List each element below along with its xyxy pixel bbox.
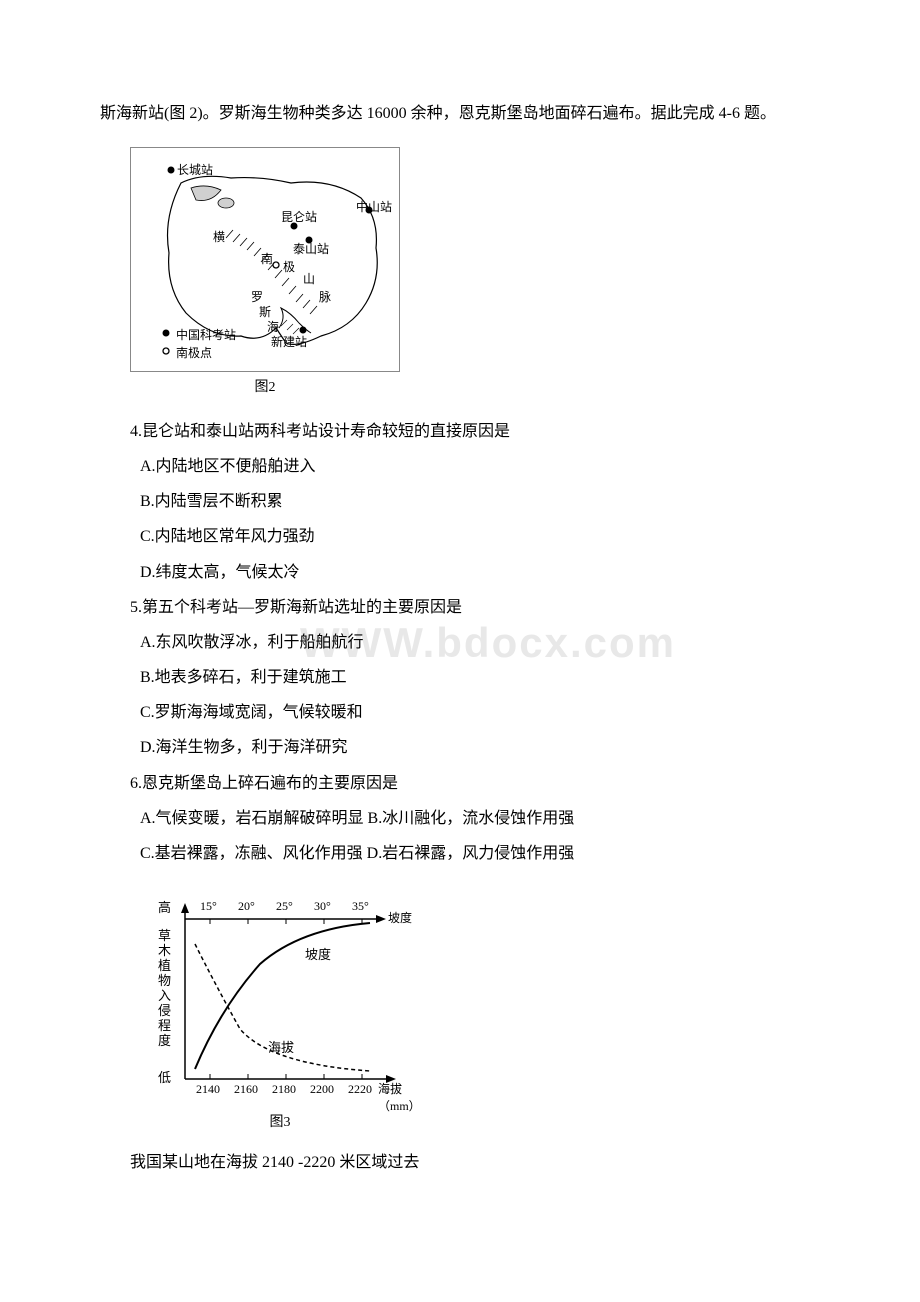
q6-option-ab: A.气候变暖，岩石崩解破碎明显 B.冰川融化，流水侵蚀作用强 bbox=[140, 801, 820, 836]
q5-stem: 5.第五个科考站—罗斯海新站选址的主要原因是 bbox=[130, 590, 820, 625]
y-axis-label-vertical: 草 木 植 物 入 侵 程 度 bbox=[158, 929, 171, 1049]
label-heng: 横 bbox=[213, 228, 225, 245]
label-taishan: 泰山站 bbox=[293, 240, 329, 257]
yl-6: 程 bbox=[158, 1019, 171, 1034]
yl-5: 侵 bbox=[158, 1004, 171, 1019]
top-axis-label: 坡度 bbox=[388, 909, 412, 926]
label-changcheng: 长城站 bbox=[177, 161, 213, 178]
outro-paragraph: 我国某山地在海拔 2140 -2220 米区域过去 bbox=[130, 1149, 820, 1178]
figure-3-caption: 图3 bbox=[130, 1111, 430, 1131]
x-axis-label: 海拔（mm） bbox=[378, 1080, 430, 1114]
bottom-tick-4: 2220 bbox=[348, 1082, 372, 1097]
yl-2: 植 bbox=[158, 959, 171, 974]
series-slope-label: 坡度 bbox=[305, 944, 331, 963]
q4-option-a: A.内陆地区不便船舶进入 bbox=[140, 449, 820, 484]
series-altitude-label: 海拔 bbox=[268, 1037, 294, 1056]
legend-station: 中国科考站 bbox=[176, 326, 236, 343]
q4-option-c: C.内陆地区常年风力强劲 bbox=[140, 519, 820, 554]
q5-option-d: D.海洋生物多，利于海洋研究 bbox=[140, 730, 820, 765]
figure-2-container: 长城站 中山站 昆仑站 泰山站 横 南 极 山 脉 罗 斯 海 新建站 中国科考… bbox=[130, 147, 820, 396]
top-tick-4: 35° bbox=[352, 899, 369, 914]
figure-2-caption: 图2 bbox=[130, 376, 400, 396]
q4-option-b: B.内陆雪层不断积累 bbox=[140, 484, 820, 519]
label-zhongshan: 中山站 bbox=[356, 198, 392, 215]
top-tick-1: 20° bbox=[238, 899, 255, 914]
top-tick-3: 30° bbox=[314, 899, 331, 914]
top-tick-0: 15° bbox=[200, 899, 217, 914]
figure-3-container: 高 草 木 植 物 入 侵 程 度 低 15° 20° 25° 30° 35° bbox=[130, 889, 820, 1131]
y-label-high: 高 bbox=[158, 897, 171, 916]
top-tick-2: 25° bbox=[276, 899, 293, 914]
intro-paragraph: 斯海新站(图 2)。罗斯海生物种类多达 16000 余种，恩克斯堡岛地面碎石遍布… bbox=[100, 100, 820, 129]
legend-pole: 南极点 bbox=[176, 344, 212, 361]
antarctica-map: 长城站 中山站 昆仑站 泰山站 横 南 极 山 脉 罗 斯 海 新建站 中国科考… bbox=[130, 147, 400, 372]
q5-option-b: B.地表多碎石，利于建筑施工 bbox=[140, 660, 820, 695]
q5-option-c: C.罗斯海海域宽阔，气候较暖和 bbox=[140, 695, 820, 730]
bottom-tick-1: 2160 bbox=[234, 1082, 258, 1097]
label-shan: 山 bbox=[303, 270, 315, 287]
yl-3: 物 bbox=[158, 974, 171, 989]
label-ji: 极 bbox=[283, 258, 295, 275]
label-kunlun: 昆仑站 bbox=[281, 208, 317, 225]
bottom-tick-0: 2140 bbox=[196, 1082, 220, 1097]
invasion-chart: 高 草 木 植 物 入 侵 程 度 低 15° 20° 25° 30° 35° bbox=[130, 889, 430, 1109]
yl-4: 入 bbox=[158, 989, 171, 1004]
yl-7: 度 bbox=[158, 1034, 171, 1049]
yl-0: 草 bbox=[158, 929, 171, 944]
label-mai: 脉 bbox=[319, 288, 331, 305]
y-label-low: 低 bbox=[158, 1067, 171, 1086]
q6-stem: 6.恩克斯堡岛上碎石遍布的主要原因是 bbox=[130, 766, 820, 801]
bottom-tick-3: 2200 bbox=[310, 1082, 334, 1097]
q4-option-d: D.纬度太高，气候太冷 bbox=[140, 555, 820, 590]
q4-stem: 4.昆仑站和泰山站两科考站设计寿命较短的直接原因是 bbox=[130, 414, 820, 449]
label-nan: 南 bbox=[261, 250, 273, 267]
bottom-tick-2: 2180 bbox=[272, 1082, 296, 1097]
q5-option-a: A.东风吹散浮冰，利于船舶航行 bbox=[140, 625, 820, 660]
yl-1: 木 bbox=[158, 944, 171, 959]
q6-option-cd: C.基岩裸露，冻融、风化作用强 D.岩石裸露，风力侵蚀作用强 bbox=[140, 836, 820, 871]
label-xinjian: 新建站 bbox=[271, 333, 307, 350]
